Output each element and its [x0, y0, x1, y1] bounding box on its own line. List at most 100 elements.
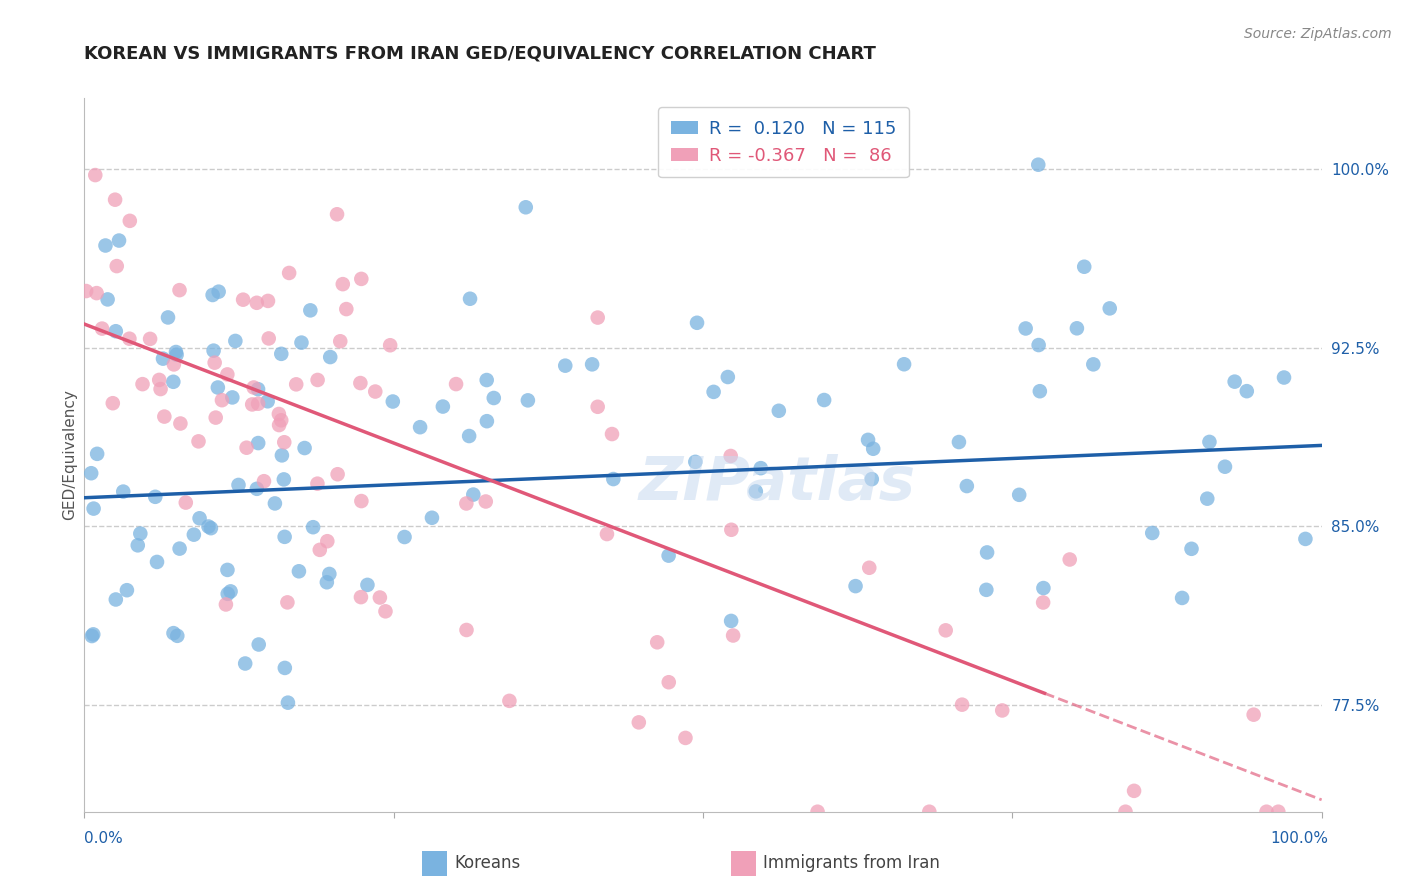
Point [285, 377, 308, 392]
Point [956, 479, 979, 493]
Point [845, 579, 868, 593]
Point [721, 628, 744, 642]
Point [326, 467, 349, 482]
Point [166, 348, 188, 362]
Point [307, 373, 329, 387]
Point [86, 286, 108, 301]
Point [84, 168, 107, 182]
Point [516, 393, 538, 408]
Point [474, 494, 496, 508]
Point [278, 266, 301, 280]
Point [257, 293, 280, 308]
Legend: R =  0.120   N = 115, R = -0.367   N =  86: R = 0.120 N = 115, R = -0.367 N = 86 [658, 107, 908, 178]
Point [165, 345, 187, 359]
Point [146, 555, 169, 569]
Point [166, 629, 188, 643]
Point [326, 207, 349, 221]
Point [893, 357, 915, 371]
Point [105, 259, 128, 273]
Point [97, 293, 120, 307]
Point [294, 441, 316, 455]
Point [277, 696, 299, 710]
Point [217, 368, 239, 382]
Point [247, 382, 270, 396]
Point [720, 449, 742, 463]
Point [169, 541, 191, 556]
Point [169, 283, 191, 297]
Point [118, 214, 141, 228]
Point [1213, 459, 1236, 474]
Point [1236, 384, 1258, 399]
Point [475, 414, 498, 428]
Point [217, 563, 239, 577]
Point [82, 627, 104, 641]
Point [115, 583, 138, 598]
Point [246, 482, 269, 496]
Point [232, 293, 254, 307]
Point [600, 427, 623, 442]
Point [240, 397, 263, 411]
Point [204, 356, 226, 370]
Point [350, 590, 373, 604]
Point [1256, 805, 1278, 819]
Point [381, 394, 404, 409]
Point [976, 582, 998, 597]
Point [456, 623, 478, 637]
Point [183, 527, 205, 541]
Point [1294, 532, 1316, 546]
Point [935, 624, 957, 638]
Point [1267, 805, 1289, 819]
Point [1032, 581, 1054, 595]
Point [1066, 321, 1088, 335]
Text: ZIPatlas: ZIPatlas [638, 454, 915, 513]
Point [335, 302, 357, 317]
Point [246, 295, 269, 310]
Point [208, 285, 231, 299]
Point [1029, 384, 1052, 399]
Point [201, 288, 224, 302]
Point [720, 614, 742, 628]
Point [270, 449, 292, 463]
Point [420, 510, 443, 524]
Point [253, 474, 276, 488]
Point [242, 380, 264, 394]
Point [200, 521, 222, 535]
Point [174, 495, 197, 509]
Text: Koreans: Koreans [454, 855, 520, 872]
Point [273, 530, 295, 544]
Point [224, 334, 246, 348]
Point [948, 435, 970, 450]
Point [458, 292, 481, 306]
Text: Source: ZipAtlas.com: Source: ZipAtlas.com [1244, 27, 1392, 41]
Point [273, 435, 295, 450]
Point [498, 694, 520, 708]
Point [270, 413, 292, 427]
Point [112, 484, 135, 499]
Point [217, 587, 239, 601]
Point [950, 698, 973, 712]
Point [1198, 434, 1220, 449]
Point [627, 715, 650, 730]
Point [207, 380, 229, 394]
Point [349, 376, 371, 390]
Point [288, 564, 311, 578]
Point [329, 334, 352, 349]
Point [219, 584, 242, 599]
Point [148, 373, 170, 387]
Point [658, 675, 681, 690]
Point [247, 397, 270, 411]
Point [368, 591, 391, 605]
Point [257, 331, 280, 345]
Point [169, 417, 191, 431]
Point [1059, 552, 1081, 566]
Point [86, 447, 108, 461]
Point [131, 377, 153, 392]
Point [143, 490, 166, 504]
Point [444, 377, 467, 392]
Point [269, 418, 291, 433]
Point [1114, 805, 1136, 819]
Point [307, 476, 329, 491]
Point [316, 534, 339, 549]
Point [104, 324, 127, 338]
Point [273, 472, 295, 486]
